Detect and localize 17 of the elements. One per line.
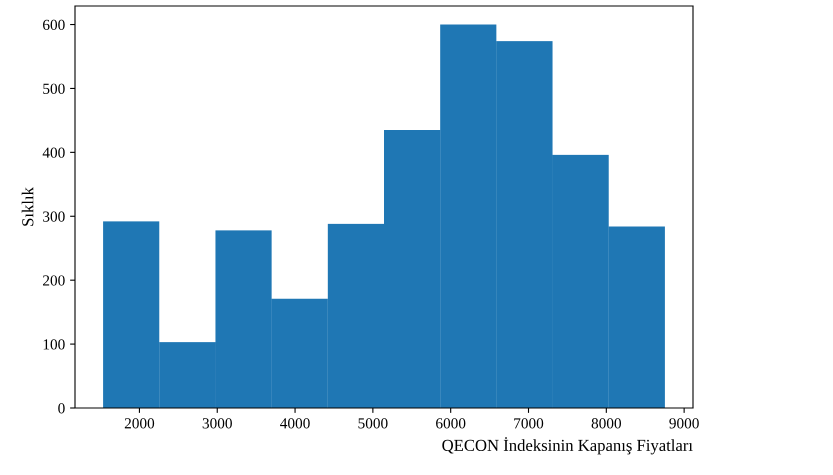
x-tick-label: 4000: [280, 418, 310, 428]
y-tick-label: 600: [43, 20, 65, 30]
x-tick-label: 9000: [669, 418, 699, 428]
x-tick-label: 2000: [124, 418, 154, 428]
x-tick-label: 8000: [592, 418, 622, 428]
y-tick-label: 100: [44, 339, 65, 350]
y-tick-label: 300: [43, 211, 65, 222]
x-tick-label: 5000: [358, 418, 388, 428]
x-tick-label: 7000: [514, 418, 544, 428]
x-tick-label: 6000: [436, 418, 466, 428]
y-tick-label: 0: [58, 403, 65, 414]
x-axis-title: QECON İndeksinin Kapanış Fiyatları: [442, 437, 693, 454]
y-axis-title: Sıklık: [22, 187, 34, 226]
x-tick-label: 3000: [202, 418, 232, 428]
y-tick-label: 200: [43, 275, 65, 286]
y-tick-label: 400: [42, 147, 65, 158]
y-tick-label: 500: [43, 84, 65, 94]
